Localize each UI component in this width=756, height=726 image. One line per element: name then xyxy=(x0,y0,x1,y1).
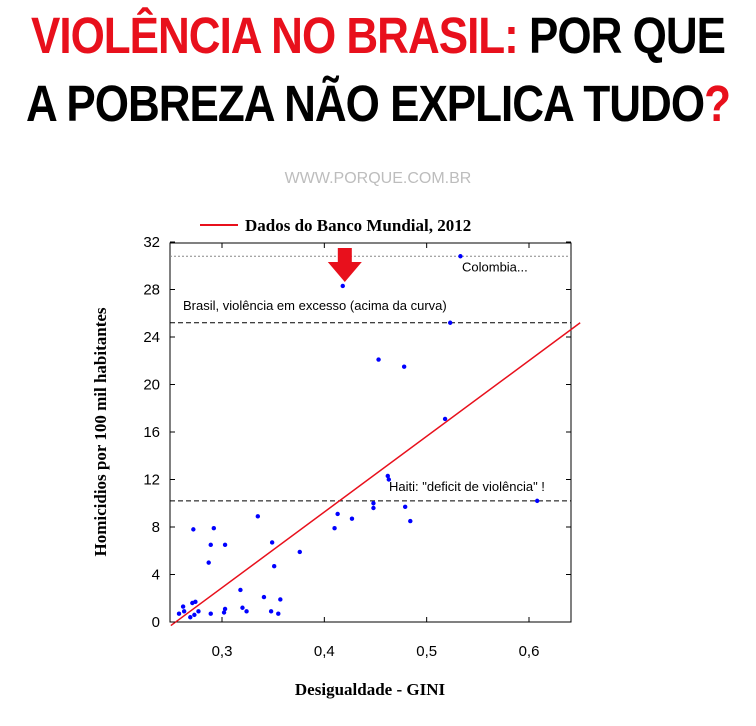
data-point xyxy=(196,609,201,614)
x-tick-label: 0,3 xyxy=(212,643,233,660)
data-point xyxy=(408,518,413,524)
data-point xyxy=(255,514,261,519)
data-point xyxy=(278,597,283,602)
data-point xyxy=(385,473,390,479)
data-point xyxy=(340,283,345,289)
annotations: Colombia... Brasil, violência em excesso … xyxy=(183,259,545,494)
data-point xyxy=(297,549,302,555)
data-point xyxy=(335,511,340,517)
data-point xyxy=(276,611,281,616)
red-arrow-icon xyxy=(327,248,362,282)
reference-lines xyxy=(170,255,571,502)
data-point xyxy=(376,357,381,362)
data-point xyxy=(188,615,193,620)
headline-line-2: A POBREZA NÃO EXPLICA TUDO? xyxy=(0,76,756,134)
reference-annotation: Colombia... xyxy=(462,259,528,274)
data-point xyxy=(402,504,408,510)
y-tick-label: 20 xyxy=(143,377,160,394)
headline-red-text: VIOLÊNCIA NO BRASIL: xyxy=(31,8,519,65)
trend-line-group xyxy=(170,322,581,627)
x-tick-label: 0,4 xyxy=(314,643,335,660)
data-point xyxy=(208,542,213,548)
headline-black-text-2: A POBREZA NÃO EXPLICA TUDO xyxy=(26,76,705,133)
data-point xyxy=(176,611,182,616)
x-tick-label: 0,5 xyxy=(416,643,437,660)
data-point xyxy=(268,609,274,614)
headline-black-text: POR QUE xyxy=(517,8,726,65)
y-tick-label: 24 xyxy=(143,329,160,346)
arrow-head xyxy=(327,262,362,282)
y-tick-label: 28 xyxy=(143,282,160,299)
data-point xyxy=(244,609,249,614)
x-tick-label: 0,6 xyxy=(519,643,540,660)
source-url: WWW.PORQUE.COM.BR xyxy=(284,170,472,187)
x-axis-title: Desigualdade - GINI xyxy=(295,680,446,699)
y-tick-label: 16 xyxy=(143,424,160,441)
data-point xyxy=(206,560,211,565)
y-tick-label: 32 xyxy=(143,234,160,251)
axis-ticks: 0 4 8 12 16 20 24 28 32 0,3 0,4 0,5 0,6 xyxy=(143,234,571,660)
data-point xyxy=(261,594,267,600)
trend-line xyxy=(170,322,581,627)
data-point xyxy=(222,542,228,548)
y-tick-label: 12 xyxy=(143,472,160,489)
arrow-shaft xyxy=(337,248,352,264)
y-tick-label: 0 xyxy=(152,614,160,631)
y-tick-label: 4 xyxy=(152,567,160,584)
data-point xyxy=(222,606,228,612)
data-point xyxy=(401,364,407,369)
data-point xyxy=(240,605,245,610)
data-point xyxy=(386,477,392,482)
reference-annotation: Haiti: "deficit de violência" ! xyxy=(389,479,545,494)
data-point xyxy=(458,254,463,259)
data-point xyxy=(448,320,453,325)
data-point xyxy=(371,501,376,506)
data-point xyxy=(269,540,275,545)
data-point xyxy=(442,416,448,422)
data-point xyxy=(181,609,187,614)
data-point xyxy=(211,525,217,531)
headline-question-mark: ? xyxy=(704,76,731,133)
data-point xyxy=(534,498,540,504)
data-point xyxy=(180,604,186,609)
y-axis-title: Homicidios por 100 mil habitantes xyxy=(91,307,110,556)
data-point xyxy=(221,610,227,615)
data-point xyxy=(193,599,198,605)
data-point xyxy=(192,612,197,618)
data-point xyxy=(332,525,337,531)
reference-annotation: Brasil, violência em excesso (acima da c… xyxy=(183,298,447,313)
data-point xyxy=(371,505,376,511)
data-point xyxy=(271,563,277,569)
headline-line-1: VIOLÊNCIA NO BRASIL: POR QUE xyxy=(0,8,756,66)
y-tick-label: 8 xyxy=(152,519,160,536)
data-point xyxy=(238,587,243,593)
data-points xyxy=(176,254,540,620)
data-point xyxy=(208,611,213,616)
data-point xyxy=(191,527,196,532)
data-point xyxy=(349,516,355,521)
legend-label: Dados do Banco Mundial, 2012 xyxy=(245,216,471,235)
